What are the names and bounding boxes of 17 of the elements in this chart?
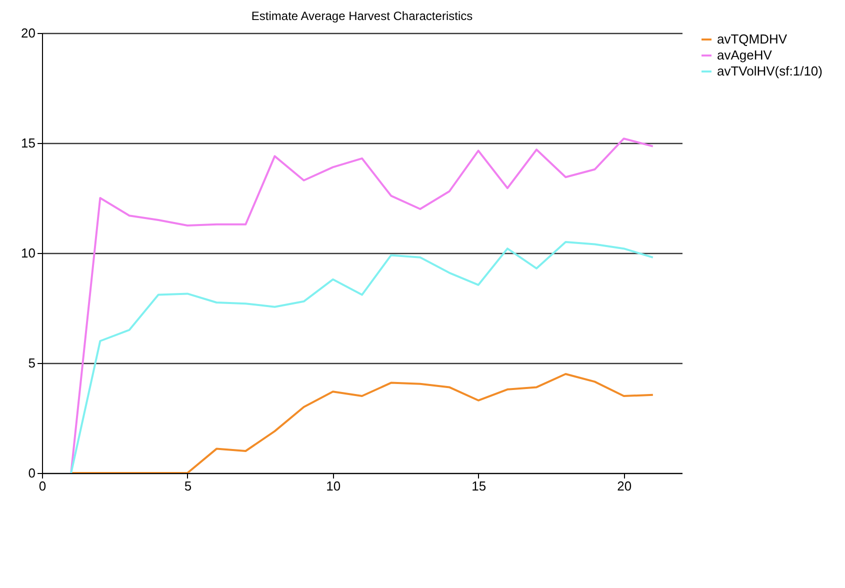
- legend-label: avTQMDHV: [717, 32, 788, 46]
- y-tick-label: 10: [21, 246, 36, 260]
- y-tick-label: 20: [21, 26, 36, 40]
- y-tick-label: 15: [21, 136, 36, 150]
- y-tick-label: 0: [28, 466, 36, 480]
- x-tick-label: 10: [326, 478, 341, 494]
- x-tick-label: 15: [472, 478, 486, 494]
- line-series: [70, 241, 654, 473]
- legend-label: avAgeHV: [717, 48, 772, 62]
- legend-label: avTVolHV(sf:1/10): [717, 64, 822, 78]
- x-tick-label: 20: [617, 478, 632, 494]
- x-tick-label: 0: [38, 478, 46, 494]
- y-tick-label: 5: [28, 356, 36, 370]
- line-series: [70, 138, 654, 473]
- line-series: [70, 373, 654, 473]
- x-tick-label: 5: [184, 478, 192, 494]
- chart-title: Estimate Average Harvest Characteristics: [251, 9, 473, 23]
